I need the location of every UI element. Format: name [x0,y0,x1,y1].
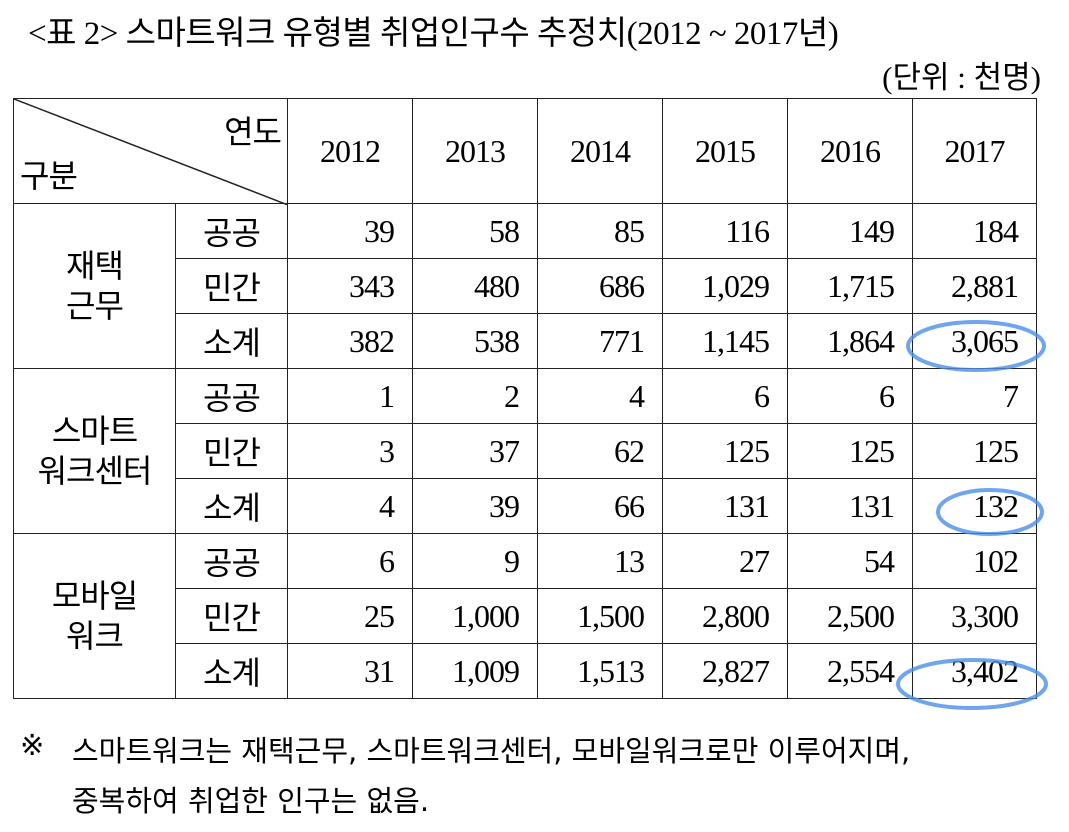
data-row: 소계 4 39 66 131 131 132 [14,478,1037,534]
cell-value: 3,300 [912,588,1037,644]
cell-value: 25 [287,588,413,644]
row-label: 소계 [175,313,288,369]
cell-value: 2,800 [662,588,788,644]
cell-value: 1,009 [412,643,538,699]
row-label: 민간 [175,423,288,479]
cell-value: 149 [787,203,913,259]
cell-value: 686 [537,258,663,314]
cell-value: 2,500 [787,588,913,644]
cell-value: 4 [287,478,413,534]
data-row: 민간 3 37 62 125 125 125 [14,423,1037,479]
cell-value: 3,065 [912,313,1037,369]
cell-value: 1,000 [412,588,538,644]
cell-value: 2,827 [662,643,788,699]
cell-value: 116 [662,203,788,259]
cell-value: 343 [287,258,413,314]
cell-value: 125 [787,423,913,479]
cell-value: 125 [912,423,1037,479]
row-label: 민간 [175,588,288,644]
cell-value: 382 [287,313,413,369]
cell-value: 771 [537,313,663,369]
cell-value: 39 [412,478,538,534]
title: <표 2> 스마트워크 유형별 취업인구수 추정치(2012 ~ 2017년) [28,16,839,52]
cell-value: 6 [662,368,788,424]
cell-value: 2,881 [912,258,1037,314]
cell-value: 62 [537,423,663,479]
year-header: 2012 [287,98,413,204]
row-label: 소계 [175,478,288,534]
row-label: 공공 [175,533,288,589]
cell-value: 538 [412,313,538,369]
cell-value: 27 [662,533,788,589]
header-row: 연도 구분 2012 2013 2014 2015 2016 2017 [13,98,1037,205]
data-row: 민간 25 1,000 1,500 2,800 2,500 3,300 [14,588,1037,644]
data-row: 스마트 워크센터 공공 1 2 4 6 6 7 [13,368,1037,534]
cell-value: 125 [662,423,788,479]
cell-value: 58 [412,203,538,259]
cell-value: 1,715 [787,258,913,314]
cell-value: 102 [912,533,1037,589]
data-row: 모바일 워크 공공 6 9 13 27 54 102 [13,533,1037,699]
year-header: 2015 [662,98,788,204]
corner-top: 연도 [224,114,282,150]
row-label: 민간 [175,258,288,314]
year-header: 2013 [412,98,538,204]
note-line: 스마트워크는 재택근무, 스마트워크센터, 모바일워크로만 이루어지며, [72,734,911,768]
cell-value: 9 [412,533,538,589]
group-label-line: 모바일 [51,578,138,614]
cell-value: 2 [412,368,538,424]
row-label: 공공 [175,368,288,424]
diagonal-line [14,99,288,205]
year-header: 2017 [912,98,1037,204]
corner-bottom: 구분 [20,158,78,194]
data-row: 재택 근무 공공 39 58 85 116 149 184 [13,203,1037,369]
cell-value: 3,402 [912,643,1037,699]
cell-value: 1,145 [662,313,788,369]
cell-value: 6 [787,368,913,424]
cell-value: 480 [412,258,538,314]
cell-value: 1,513 [537,643,663,699]
cell-value: 132 [912,478,1037,534]
row-label: 소계 [175,643,288,699]
cell-value: 6 [287,533,413,589]
data-row: 민간 343 480 686 1,029 1,715 2,881 [14,258,1037,314]
diagonal [14,99,288,205]
cell-value: 1,029 [662,258,788,314]
cell-value: 1,500 [537,588,663,644]
cell-value: 4 [537,368,663,424]
cell-value: 3 [287,423,413,479]
cell-value: 184 [912,203,1037,259]
year-header: 2016 [787,98,913,204]
group-label-line: 스마트 [51,413,138,449]
unit: (단위 : 천명) [882,60,1041,95]
cell-value: 131 [662,478,788,534]
group-label-line: 근무 [66,288,124,324]
note-line: 중복하여 취업한 인구는 없음. [72,784,430,818]
group-label-line: 워크센터 [37,453,153,489]
note-symbol: ※ [20,728,45,762]
cell-value: 131 [787,478,913,534]
cell-value: 66 [537,478,663,534]
cell-value: 37 [412,423,538,479]
group-label-line: 재택 [66,248,124,284]
row-label: 공공 [175,203,288,259]
cell-value: 39 [287,203,413,259]
cell-value: 1,864 [787,313,913,369]
cell-value: 13 [537,533,663,589]
cell-value: 7 [912,368,1037,424]
cell-value: 31 [287,643,413,699]
group-label-line: 워크 [66,618,124,654]
cell-value: 1 [287,368,413,424]
year-header: 2014 [537,98,663,204]
table: 연도 구분 2012 2013 2014 2015 2016 2017 재택 근무 공공 39 58 85… [13,98,1037,699]
cell-value: 54 [787,533,913,589]
cell-value: 85 [537,203,663,259]
cell-value: 2,554 [787,643,913,699]
